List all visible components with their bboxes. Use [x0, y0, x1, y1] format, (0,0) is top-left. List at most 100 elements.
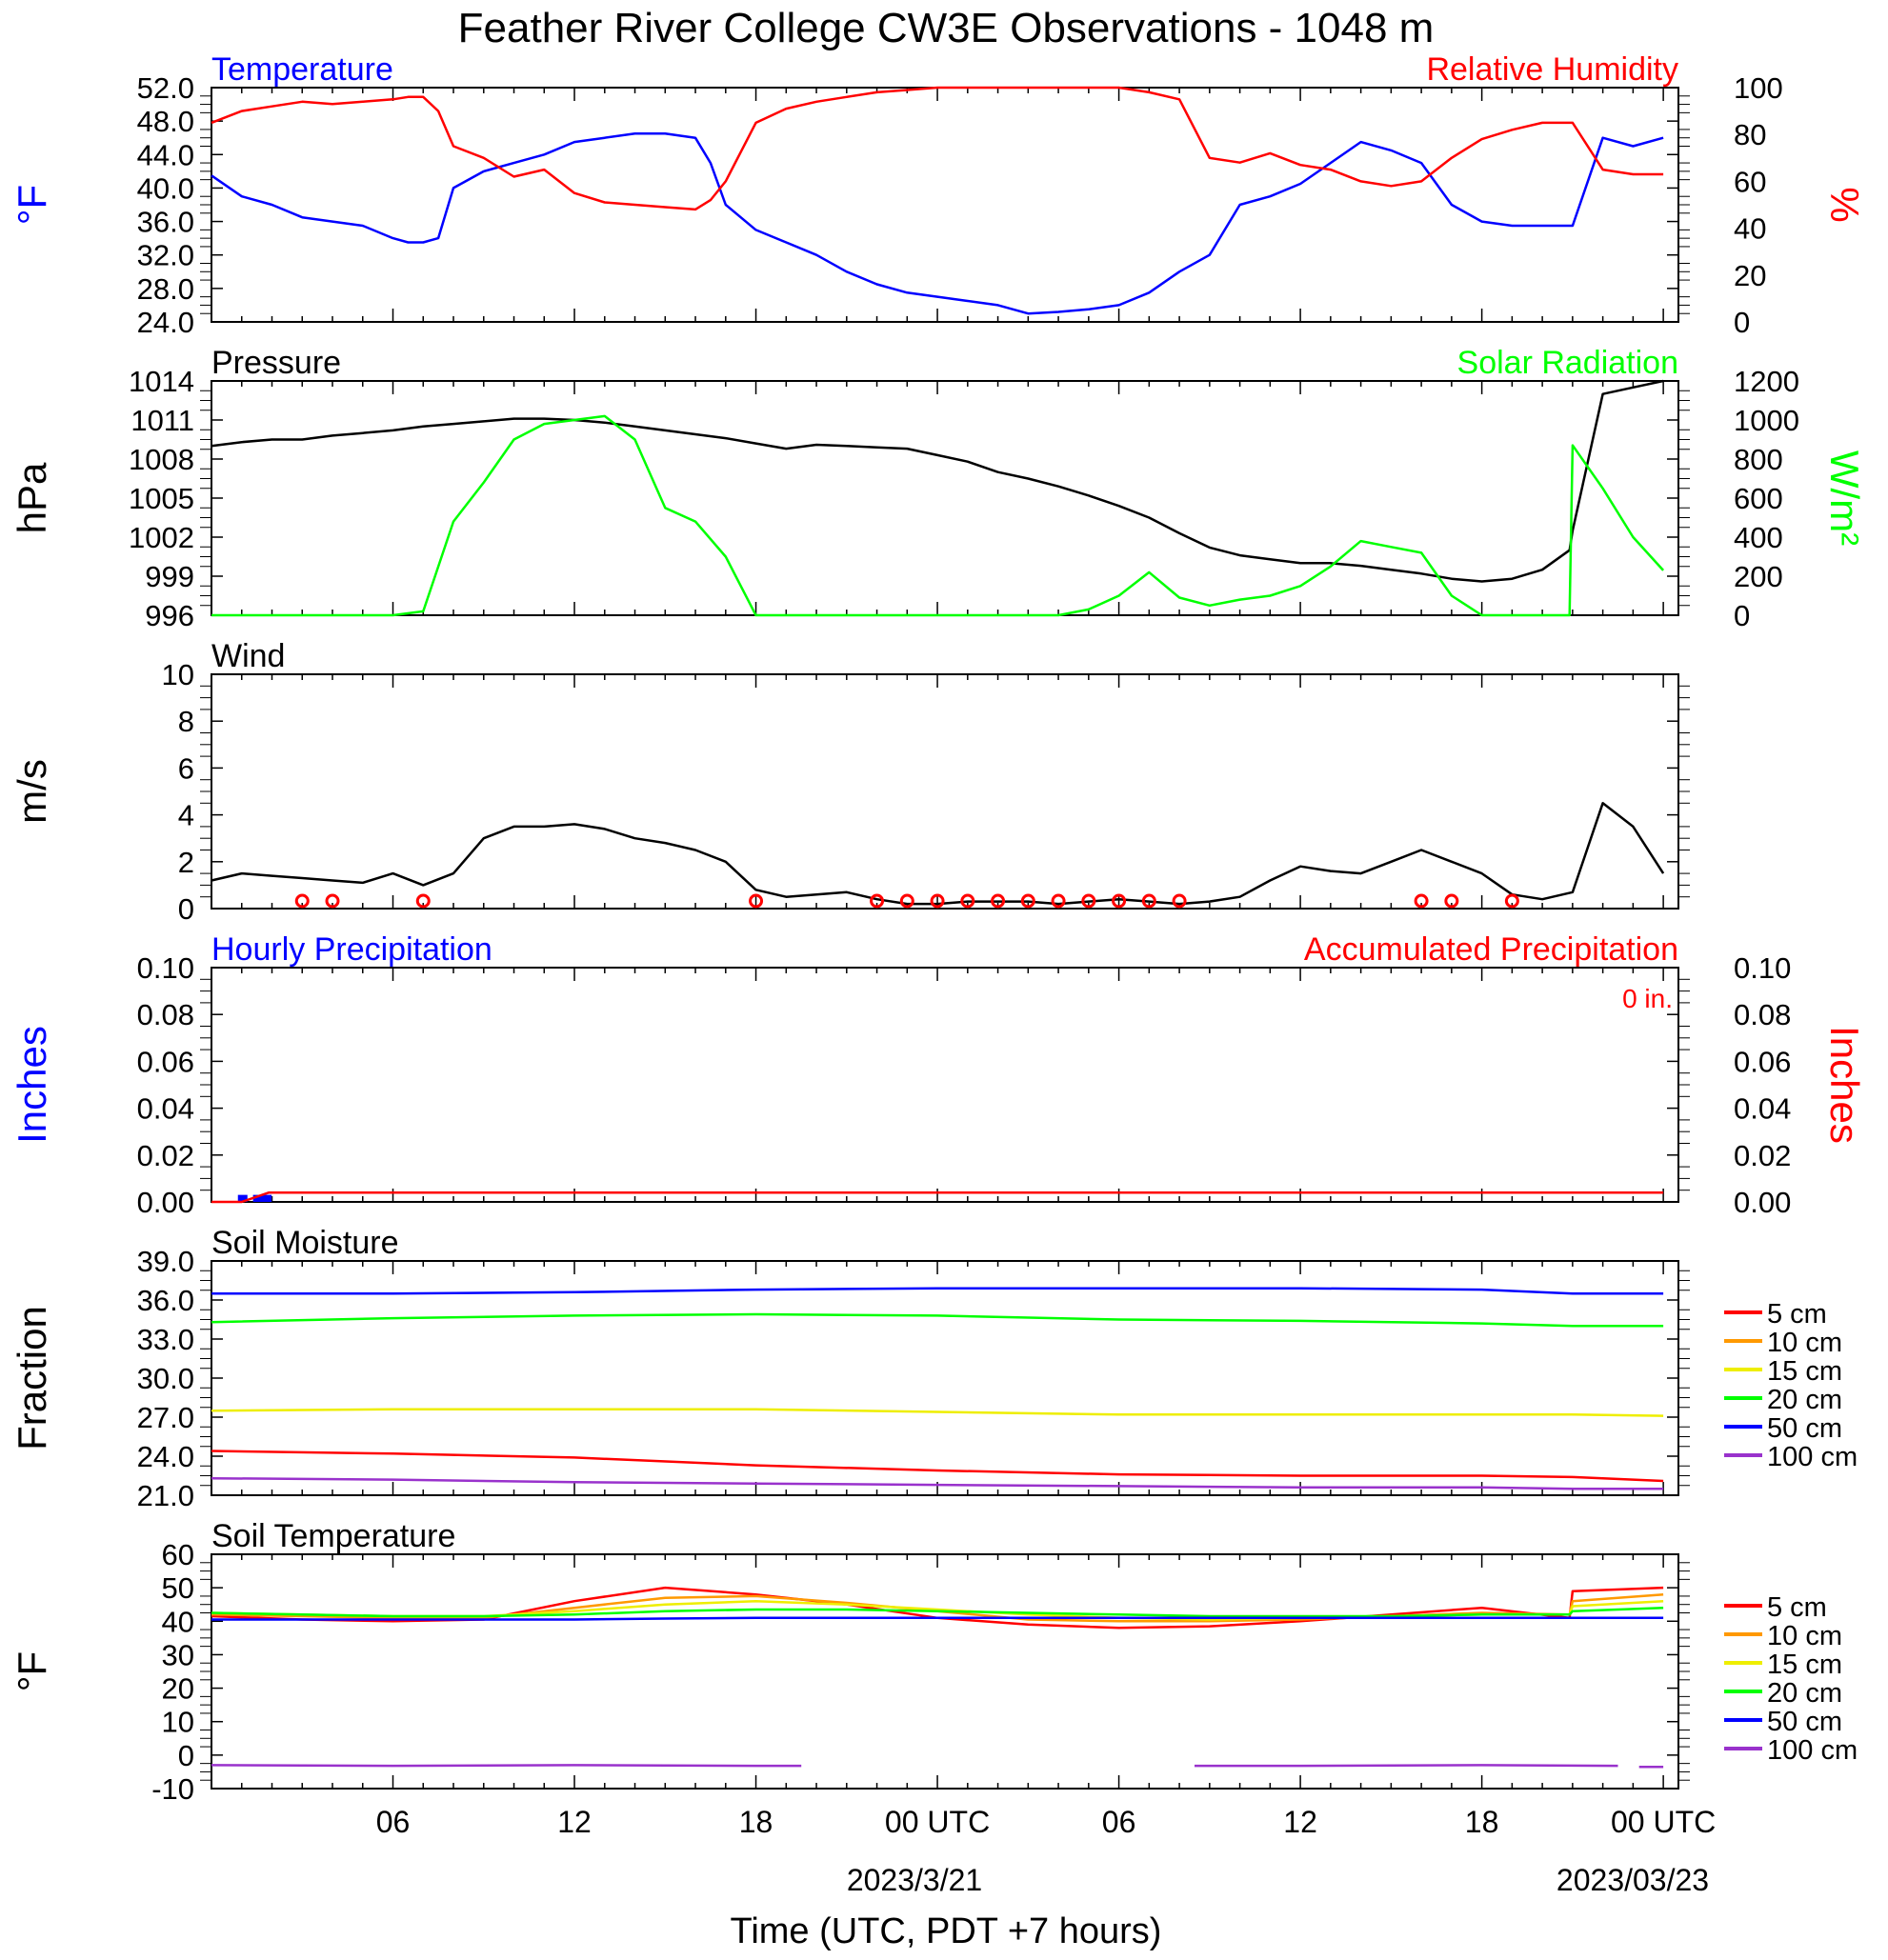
y-tick-label-left: 21.0 — [137, 1479, 194, 1512]
x-tick-label: 18 — [1465, 1805, 1499, 1839]
x-tick-label: 00 UTC — [1611, 1805, 1716, 1839]
y-axis-label-right: W/m² — [1822, 450, 1867, 546]
panel-frame — [211, 87, 1679, 323]
y-tick-label-right: 0.10 — [1734, 951, 1791, 985]
x-tick-label: 00 UTC — [885, 1805, 990, 1839]
series-15-cm — [211, 1408, 1664, 1417]
panel-frame — [211, 1553, 1679, 1790]
wind-calm-marker — [749, 893, 764, 909]
series-50-cm — [211, 1287, 1664, 1295]
y-tick-label-left: 1008 — [129, 443, 194, 476]
series-100-cm — [211, 1476, 1664, 1490]
y-tick-label-left: 52.0 — [137, 71, 194, 105]
legend-label: 10 cm — [1767, 1621, 1842, 1651]
legend-label: 5 cm — [1767, 1592, 1827, 1623]
y-tick-label-left: 4 — [178, 799, 194, 832]
legend-label: 50 cm — [1767, 1707, 1842, 1737]
y-tick-label-left: 8 — [178, 705, 194, 738]
y-tick-label-left: 0 — [178, 892, 194, 926]
y-tick-label-right: 0.08 — [1734, 998, 1791, 1031]
x-tick-label: 06 — [376, 1805, 411, 1839]
x-date-2: 2023/03/23 — [1557, 1863, 1709, 1897]
panel-title-right: Accumulated Precipitation — [1304, 931, 1678, 968]
y-tick-label-left: 1011 — [131, 404, 194, 437]
legend-label: 15 cm — [1767, 1650, 1842, 1680]
y-tick-label-left: 10 — [162, 1706, 194, 1739]
legend-label: 50 cm — [1767, 1413, 1842, 1444]
y-tick-label-left: 44.0 — [137, 138, 194, 171]
panel-title-left: Soil Temperature — [211, 1518, 455, 1554]
precip-bar — [252, 1194, 263, 1202]
series-accumulated-precipitation — [211, 1190, 1664, 1204]
y-tick-label-right: 1000 — [1734, 404, 1799, 437]
y-tick-label-left: 1005 — [129, 482, 194, 515]
panel-title-right: Solar Radiation — [1457, 345, 1678, 381]
wind-calm-marker — [899, 893, 914, 909]
legend-label: 15 cm — [1767, 1356, 1842, 1387]
legend-label: 100 cm — [1767, 1735, 1858, 1766]
panel-title-right: Relative Humidity — [1426, 51, 1678, 88]
wind-calm-marker — [960, 893, 975, 909]
wind-calm-marker — [1141, 893, 1156, 909]
x-tick-label: 12 — [1283, 1805, 1317, 1839]
y-tick-label-left: 27.0 — [137, 1401, 194, 1434]
legend-label: 100 cm — [1767, 1442, 1858, 1472]
y-tick-label-left: 48.0 — [137, 105, 194, 138]
series-wind-speed — [211, 802, 1665, 906]
series-20-cm — [211, 1312, 1664, 1328]
panel-title-left: Hourly Precipitation — [211, 931, 492, 968]
x-axis-label: Time (UTC, PDT +7 hours) — [731, 1911, 1162, 1951]
y-tick-label-left: 24.0 — [137, 306, 194, 339]
y-tick-label-left: 0.02 — [137, 1139, 194, 1172]
series-temperature — [211, 132, 1664, 315]
y-tick-label-left: 60 — [162, 1538, 194, 1571]
panel-title-left: Wind — [211, 638, 285, 674]
series-100-cm — [211, 1764, 802, 1768]
series-100-cm — [1195, 1764, 1618, 1768]
legend-label: 10 cm — [1767, 1328, 1842, 1358]
y-tick-label-left: 50 — [162, 1571, 194, 1605]
y-tick-label-left: -10 — [151, 1772, 194, 1806]
wind-calm-marker — [991, 893, 1006, 909]
y-tick-label-left: 36.0 — [137, 1284, 194, 1317]
panel-5: 39.0 36.0 33.0 30.0 27.0 24.0 21.0 Soil Moistur… — [10, 1225, 1858, 1512]
y-tick-label-left: 0.10 — [137, 951, 194, 985]
y-tick-label-right: 800 — [1734, 443, 1783, 476]
y-tick-label-right: 0.00 — [1734, 1186, 1791, 1219]
legend-label: 5 cm — [1767, 1299, 1827, 1330]
panel-4: 0.10 0.08 0.06 0.04 0.02 0.00 0.10 0.08 0.06 0.04… — [10, 931, 1867, 1219]
wind-calm-marker — [1504, 893, 1519, 909]
wind-calm-marker — [325, 893, 340, 909]
accumulated-precip-total: 0 in. — [1622, 984, 1673, 1013]
legend-label: 20 cm — [1767, 1385, 1842, 1415]
series-relative-humidity — [211, 86, 1664, 211]
y-tick-label-left: 0.08 — [137, 998, 194, 1031]
y-axis-label-left: Inches — [10, 1026, 54, 1144]
y-tick-label-left: 40.0 — [137, 171, 194, 205]
wind-calm-marker — [930, 893, 945, 909]
y-tick-label-right: 0 — [1734, 306, 1750, 339]
series-5-cm — [211, 1586, 1664, 1630]
y-tick-label-right: 60 — [1734, 165, 1766, 198]
panel-title-left: Temperature — [211, 51, 393, 88]
y-axis-label-left: hPa — [10, 462, 54, 533]
x-tick-label: 06 — [1102, 1805, 1136, 1839]
y-tick-label-left: 20 — [162, 1672, 194, 1706]
y-tick-label-right: 0.06 — [1734, 1045, 1791, 1078]
y-tick-label-right: 20 — [1734, 259, 1766, 292]
y-tick-label-right: 0.02 — [1734, 1139, 1791, 1172]
y-axis-label-left: °F — [10, 185, 54, 225]
y-tick-label-left: 0.06 — [137, 1045, 194, 1078]
precip-bar — [262, 1194, 272, 1202]
wind-calm-marker — [1051, 893, 1066, 909]
y-tick-label-right: 200 — [1734, 560, 1783, 593]
y-tick-label-left: 30.0 — [137, 1362, 194, 1395]
panel-frame — [211, 967, 1679, 1203]
y-tick-label-left: 24.0 — [137, 1440, 194, 1473]
y-tick-label-right: 40 — [1734, 212, 1766, 246]
panel-title-left: Pressure — [211, 345, 341, 381]
panel-title-left: Soil Moisture — [211, 1225, 399, 1261]
y-tick-label-right: 400 — [1734, 521, 1783, 554]
y-axis-label-right: % — [1822, 187, 1867, 222]
